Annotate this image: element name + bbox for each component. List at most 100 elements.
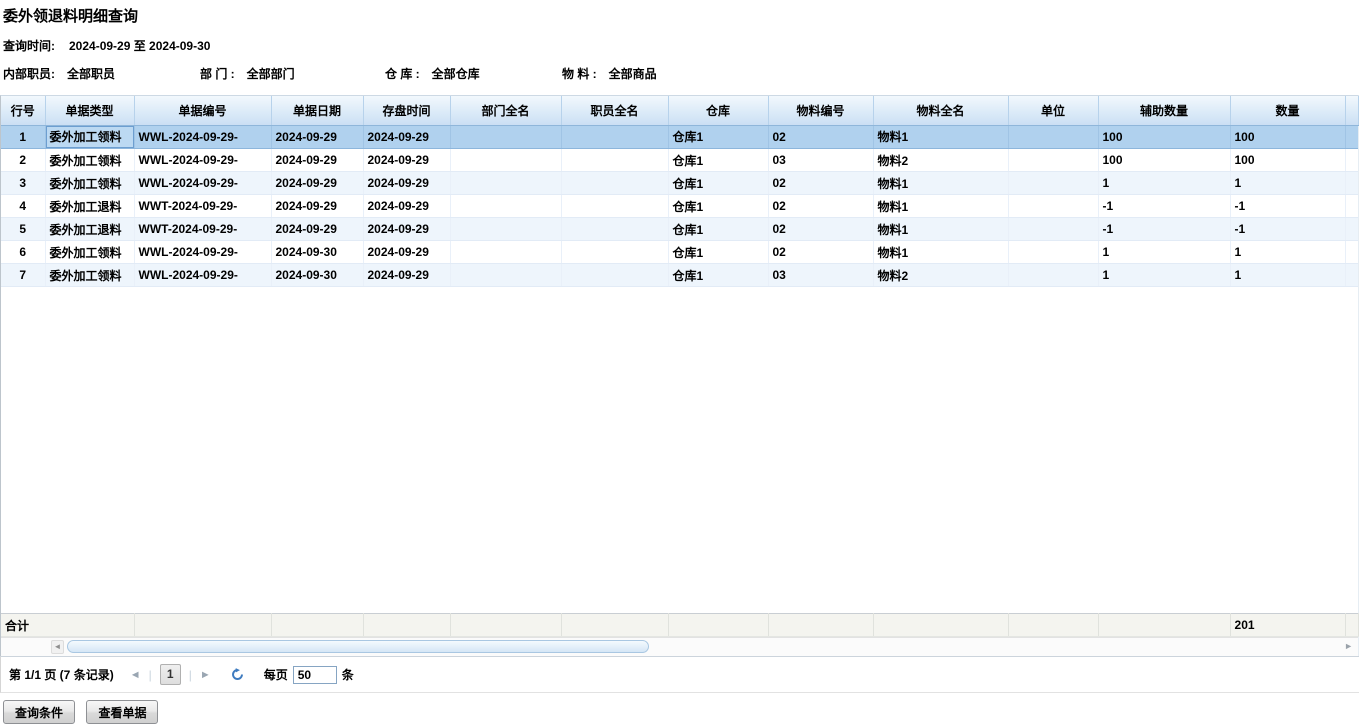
per-page-input[interactable]: [292, 665, 337, 684]
grid-cell[interactable]: 仓库1: [668, 125, 769, 149]
grid-cell[interactable]: 委外加工领料: [45, 148, 135, 172]
grid-cell[interactable]: [561, 263, 669, 287]
scroll-right-icon[interactable]: ►: [1344, 641, 1353, 651]
grid-cell[interactable]: 仓库1: [668, 194, 769, 218]
grid-cell[interactable]: 2024-09-29: [363, 125, 451, 149]
grid-cell[interactable]: 2: [1, 148, 46, 172]
grid-cell[interactable]: 1: [1230, 263, 1346, 287]
grid-cell[interactable]: 1: [1230, 240, 1346, 264]
view-document-button[interactable]: 查看单据: [86, 700, 159, 724]
column-header[interactable]: 存盘时间: [363, 96, 451, 126]
grid-cell[interactable]: 02: [768, 217, 874, 241]
prev-page-icon[interactable]: ◄: [129, 668, 141, 681]
table-row[interactable]: 1 委外加工领料 WWL-2024-09-29- 2024-09-29 2024-09-…: [1, 125, 1358, 149]
grid-cell[interactable]: [561, 217, 669, 241]
grid-cell[interactable]: 仓库1: [668, 263, 769, 287]
grid-cell[interactable]: 2024-09-30: [271, 240, 364, 264]
grid-cell[interactable]: [1008, 240, 1099, 264]
current-page-button[interactable]: 1: [159, 664, 181, 685]
grid-cell[interactable]: 仓库1: [668, 217, 769, 241]
column-header[interactable]: 单位: [1008, 96, 1099, 126]
grid-cell[interactable]: [450, 263, 562, 287]
grid-cell[interactable]: 1: [1, 125, 46, 149]
table-row[interactable]: 7 委外加工领料 WWL-2024-09-29- 2024-09-30 2024-09-…: [1, 263, 1358, 287]
table-row[interactable]: 4 委外加工退料 WWT-2024-09-29- 2024-09-29 2024-09-…: [1, 194, 1358, 218]
grid-cell[interactable]: WWL-2024-09-29-: [134, 125, 272, 149]
column-header[interactable]: 数量: [1230, 96, 1346, 126]
column-header[interactable]: 物料全名: [873, 96, 1009, 126]
table-row[interactable]: 3 委外加工领料 WWL-2024-09-29- 2024-09-29 2024-09-…: [1, 171, 1358, 195]
grid-cell[interactable]: 1: [1230, 171, 1346, 195]
grid-cell[interactable]: 物料1: [873, 217, 1009, 241]
grid-cell[interactable]: [561, 194, 669, 218]
grid-cell[interactable]: 1: [1098, 240, 1231, 264]
table-row[interactable]: 6 委外加工领料 WWL-2024-09-29- 2024-09-30 2024-09-…: [1, 240, 1358, 264]
grid-cell[interactable]: 2024-09-29: [271, 217, 364, 241]
grid-cell[interactable]: -1: [1098, 217, 1231, 241]
grid-cell[interactable]: WWT-2024-09-29-: [134, 194, 272, 218]
grid-cell[interactable]: [450, 240, 562, 264]
column-header[interactable]: 职员全名: [561, 96, 669, 126]
column-header[interactable]: 单据日期: [271, 96, 364, 126]
grid-cell[interactable]: 2024-09-29: [363, 194, 451, 218]
grid-cell[interactable]: 委外加工领料: [45, 171, 135, 195]
grid-cell[interactable]: 2024-09-29: [363, 217, 451, 241]
query-conditions-button[interactable]: 查询条件: [3, 700, 76, 724]
column-header[interactable]: 行号: [1, 96, 46, 126]
column-header[interactable]: 物料编号: [768, 96, 874, 126]
grid-cell[interactable]: [1008, 148, 1099, 172]
grid-cell[interactable]: 5: [1, 217, 46, 241]
grid-cell[interactable]: 2024-09-29: [271, 148, 364, 172]
grid-cell[interactable]: 委外加工领料: [45, 240, 135, 264]
grid-cell[interactable]: 100: [1230, 125, 1346, 149]
grid-cell[interactable]: 100: [1098, 148, 1231, 172]
grid-cell[interactable]: -1: [1098, 194, 1231, 218]
grid-cell[interactable]: [1008, 217, 1099, 241]
grid-cell[interactable]: 仓库1: [668, 148, 769, 172]
grid-cell[interactable]: 02: [768, 171, 874, 195]
grid-cell[interactable]: 2024-09-29: [363, 240, 451, 264]
scrollbar-thumb[interactable]: [67, 640, 649, 653]
grid-cell[interactable]: [561, 240, 669, 264]
grid-cell[interactable]: 02: [768, 194, 874, 218]
grid-cell[interactable]: WWT-2024-09-29-: [134, 217, 272, 241]
grid-cell[interactable]: [561, 171, 669, 195]
grid-cell[interactable]: [1008, 263, 1099, 287]
grid-cell[interactable]: 物料1: [873, 171, 1009, 195]
next-page-icon[interactable]: ►: [199, 668, 211, 681]
grid-cell[interactable]: 物料1: [873, 125, 1009, 149]
grid-cell[interactable]: 3: [1, 171, 46, 195]
grid-cell[interactable]: [1008, 125, 1099, 149]
grid-cell[interactable]: 2024-09-29: [271, 125, 364, 149]
grid-cell[interactable]: 2024-09-29: [271, 171, 364, 195]
grid-cell[interactable]: 2024-09-29: [363, 148, 451, 172]
column-header[interactable]: 仓库: [668, 96, 769, 126]
grid-cell[interactable]: -1: [1230, 217, 1346, 241]
grid-cell[interactable]: WWL-2024-09-29-: [134, 148, 272, 172]
grid-cell[interactable]: [450, 148, 562, 172]
scroll-left-icon[interactable]: ◄: [51, 640, 64, 654]
grid-cell[interactable]: -1: [1230, 194, 1346, 218]
grid-cell[interactable]: 仓库1: [668, 240, 769, 264]
grid-cell[interactable]: 02: [768, 125, 874, 149]
table-row[interactable]: 5 委外加工退料 WWT-2024-09-29- 2024-09-29 2024-09-…: [1, 217, 1358, 241]
grid-cell[interactable]: 委外加工退料: [45, 194, 135, 218]
grid-cell[interactable]: 1: [1098, 171, 1231, 195]
grid-cell[interactable]: [450, 171, 562, 195]
grid-cell[interactable]: 2024-09-29: [363, 171, 451, 195]
grid-cell[interactable]: 100: [1230, 148, 1346, 172]
grid-cell[interactable]: 仓库1: [668, 171, 769, 195]
grid-cell[interactable]: 2024-09-30: [271, 263, 364, 287]
grid-cell[interactable]: WWL-2024-09-29-: [134, 240, 272, 264]
grid-cell[interactable]: 委外加工退料: [45, 217, 135, 241]
grid-cell[interactable]: WWL-2024-09-29-: [134, 171, 272, 195]
grid-cell[interactable]: 4: [1, 194, 46, 218]
grid-cell[interactable]: 物料1: [873, 240, 1009, 264]
grid-cell[interactable]: 6: [1, 240, 46, 264]
refresh-icon[interactable]: [231, 668, 244, 681]
grid-cell[interactable]: 物料2: [873, 263, 1009, 287]
grid-cell[interactable]: WWL-2024-09-29-: [134, 263, 272, 287]
grid-cell[interactable]: 1: [1098, 263, 1231, 287]
grid-cell[interactable]: 100: [1098, 125, 1231, 149]
column-header[interactable]: 部门全名: [450, 96, 562, 126]
